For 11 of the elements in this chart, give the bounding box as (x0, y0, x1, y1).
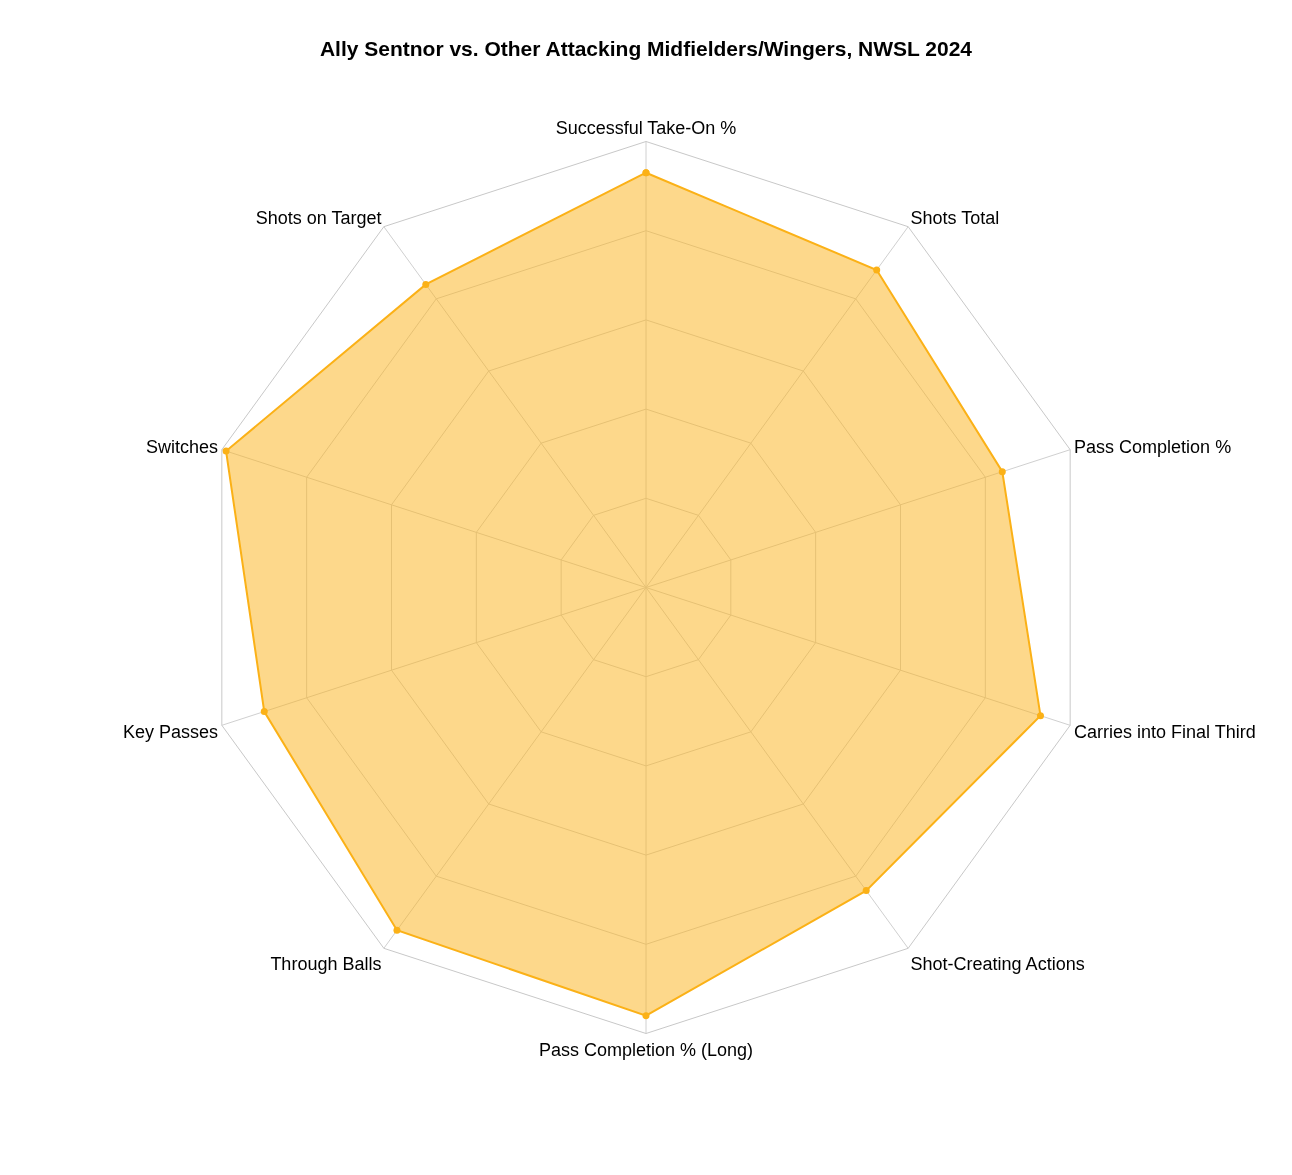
spoke-label: Through Balls (270, 953, 382, 974)
spoke-label: Key Passes (122, 722, 218, 743)
spoke-label: Pass Completion % (Long) (538, 1039, 754, 1060)
spoke-label: Successful Take-On % (555, 117, 737, 138)
chart-title: Ally Sentnor vs. Other Attacking Midfielders/Wingers, NWSL 2024 (319, 36, 973, 60)
spoke-label: Shot-Creating Actions (910, 953, 1085, 974)
spoke-label: Shots on Target (255, 208, 382, 229)
spoke-label: Carries into Final Third (1074, 722, 1256, 743)
spoke-label: Pass Completion % (1074, 437, 1232, 458)
spoke-label: Switches (145, 437, 218, 458)
spoke-label: Shots Total (910, 208, 1000, 229)
